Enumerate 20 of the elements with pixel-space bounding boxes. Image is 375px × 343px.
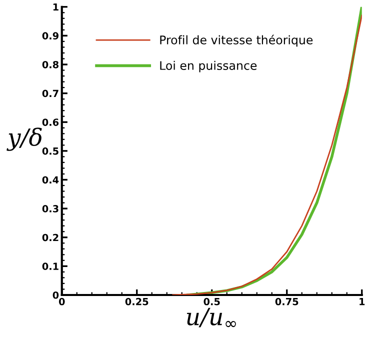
y-tick-label: 0.8 [42, 60, 58, 68]
y-tick-label: 0.3 [42, 205, 58, 212]
y-tick-label: 0.7 [42, 90, 58, 98]
y-tick-label: 1 [53, 3, 58, 11]
y-tick-label: 0.9 [42, 32, 58, 40]
y-tick-label: 0.1 [42, 262, 58, 270]
y-axis-title: y/δ [6, 128, 42, 151]
y-tick-label: 0.2 [42, 234, 58, 242]
y-tick-label: 0.5 [42, 147, 58, 155]
x-tick-label: 0 [58, 298, 65, 306]
x-tick-label: 0.75 [275, 298, 298, 306]
x-tick-label: 1 [360, 298, 365, 306]
legend-label: Profil de vitesse théorique [160, 34, 313, 47]
y-tick-label: 0.4 [42, 176, 59, 184]
x-axis-title: u/u$_{∞}$ [186, 308, 236, 328]
y-tick-label: 0.6 [42, 118, 59, 126]
x-tick-label: 0.5 [204, 298, 220, 306]
x-tick-label: 0.25 [125, 298, 148, 306]
y-tick-label: 0 [52, 291, 59, 299]
legend-label: Loi en puissance [160, 60, 257, 72]
